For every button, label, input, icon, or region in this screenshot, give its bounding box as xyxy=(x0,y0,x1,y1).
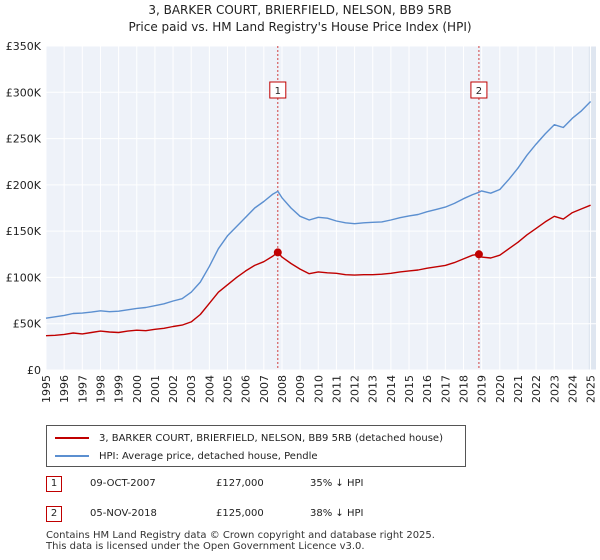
legend-swatch-hpi xyxy=(55,455,89,457)
transaction-point xyxy=(273,248,282,257)
y-tick-label: £200K xyxy=(6,179,42,192)
legend-label-hpi: HPI: Average price, detached house, Pend… xyxy=(99,450,318,462)
hpi-line xyxy=(45,101,592,319)
x-tick-label: 2001 xyxy=(149,375,162,403)
transaction-row: 2 05-NOV-2018 £125,000 38% ↓ HPI xyxy=(46,506,586,524)
x-tick-label: 2023 xyxy=(548,375,561,403)
future-shade xyxy=(588,46,596,370)
x-tick-label: 2005 xyxy=(222,375,235,403)
y-tick-label: £300K xyxy=(6,86,42,99)
x-tick-label: 2004 xyxy=(203,375,216,403)
transaction-delta: 38% ↓ HPI xyxy=(310,508,364,519)
legend-label-property: 3, BARKER COURT, BRIERFIELD, NELSON, BB9… xyxy=(99,432,443,444)
x-tick-label: 2009 xyxy=(294,375,307,403)
price-chart: 3, BARKER COURT, BRIERFIELD, NELSON, BB9… xyxy=(6,3,598,403)
property-price-line xyxy=(45,204,591,337)
x-tick-label: 1999 xyxy=(113,375,126,403)
x-tick-label: 2015 xyxy=(403,375,416,403)
x-tick-label: 2022 xyxy=(530,375,543,403)
y-tick-label: £100K xyxy=(6,271,42,284)
x-tick-label: 1997 xyxy=(76,375,89,403)
x-tick-label: 2002 xyxy=(167,375,180,403)
legend-swatch-property xyxy=(55,437,89,439)
series-group xyxy=(45,101,592,337)
x-tick-label: 2013 xyxy=(367,375,380,403)
x-tick-label: 2025 xyxy=(585,375,598,403)
transaction-row: 1 09-OCT-2007 £127,000 35% ↓ HPI xyxy=(46,476,586,494)
chart-title: 3, BARKER COURT, BRIERFIELD, NELSON, BB9… xyxy=(148,3,451,17)
transaction-date: 09-OCT-2007 xyxy=(90,478,156,489)
footer: Contains HM Land Registry data © Crown c… xyxy=(46,530,435,552)
x-tick-label: 2007 xyxy=(258,375,271,403)
x-tick-label: 2014 xyxy=(385,375,398,403)
transaction-point xyxy=(474,250,483,259)
transaction-price: £127,000 xyxy=(216,478,264,489)
y-tick-label: £250K xyxy=(6,133,42,146)
x-tick-label: 2018 xyxy=(457,375,470,403)
x-tick-label: 1995 xyxy=(40,375,53,403)
transaction-price: £125,000 xyxy=(216,508,264,519)
x-tick-label: 2019 xyxy=(476,375,489,403)
x-tick-label: 2020 xyxy=(494,375,507,403)
y-tick-label: £350K xyxy=(6,40,42,53)
transaction-delta: 35% ↓ HPI xyxy=(310,478,364,489)
transaction-flag-label: 2 xyxy=(476,86,482,97)
x-tick-label: 2003 xyxy=(185,375,198,403)
transaction-markers xyxy=(273,248,483,259)
x-tick-label: 1998 xyxy=(94,375,107,403)
x-tick-label: 2008 xyxy=(276,375,289,403)
legend-item-hpi: HPI: Average price, detached house, Pend… xyxy=(55,449,318,463)
legend: 3, BARKER COURT, BRIERFIELD, NELSON, BB9… xyxy=(46,425,466,467)
x-tick-label: 2006 xyxy=(240,375,253,403)
x-tick-label: 2010 xyxy=(312,375,325,403)
transaction-badge: 2 xyxy=(46,506,62,522)
x-tick-label: 2024 xyxy=(566,375,579,403)
transaction-date: 05-NOV-2018 xyxy=(90,508,157,519)
y-tick-label: £150K xyxy=(6,225,42,238)
y-tick-label: £0 xyxy=(27,364,41,377)
y-tick-label: £50K xyxy=(13,318,42,331)
footer-copyright: Contains HM Land Registry data © Crown c… xyxy=(46,530,435,541)
footer-licence: This data is licensed under the Open Gov… xyxy=(46,541,365,552)
transaction-flag xyxy=(269,81,287,99)
x-tick-label: 1996 xyxy=(58,375,71,403)
y-axis: £0 £50K £100K £150K £200K £250K £300K £350K xyxy=(6,40,42,377)
x-tick-label: 2021 xyxy=(512,375,525,403)
legend-item-property: 3, BARKER COURT, BRIERFIELD, NELSON, BB9… xyxy=(55,431,443,445)
x-tick-label: 2011 xyxy=(330,375,343,403)
transaction-flag-label: 1 xyxy=(275,86,281,97)
grid xyxy=(45,45,596,371)
transaction-flag xyxy=(470,81,488,99)
chart-subtitle: Price paid vs. HM Land Registry's House … xyxy=(128,20,471,34)
x-tick-label: 2016 xyxy=(421,375,434,403)
transaction-badge: 1 xyxy=(46,476,62,492)
x-tick-label: 2000 xyxy=(131,375,144,403)
plot-area xyxy=(46,46,596,370)
x-tick-label: 2012 xyxy=(349,375,362,403)
x-axis: 1995 1996 1997 1998 1999 2000 2001 2002 2003 2004… xyxy=(40,375,598,403)
x-tick-label: 2017 xyxy=(439,375,452,403)
